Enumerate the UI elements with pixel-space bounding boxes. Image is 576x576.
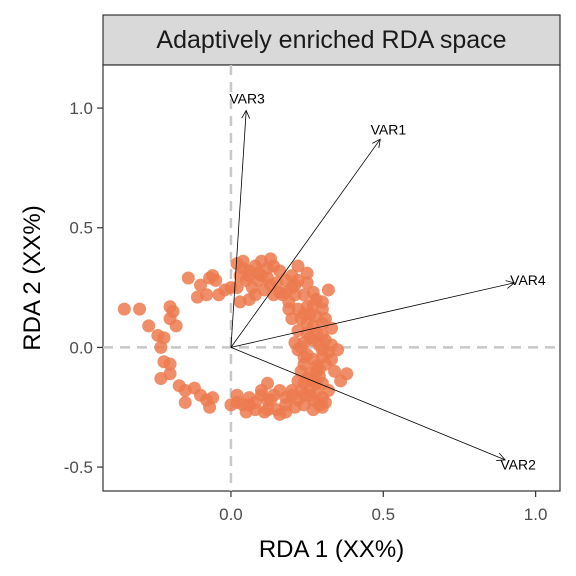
data-point: [303, 388, 317, 402]
data-point: [300, 276, 314, 290]
data-point: [142, 319, 156, 333]
data-point: [306, 285, 320, 299]
vector-label-var4: VAR4: [510, 272, 546, 288]
facet-strip: [102, 14, 561, 66]
data-point: [276, 288, 290, 302]
data-point: [291, 324, 305, 338]
x-axis-ticks: 0.0 0.5 1.0: [219, 491, 547, 524]
data-point: [318, 357, 332, 371]
data-point: [169, 319, 183, 333]
data-point: [273, 264, 287, 278]
vector-arrow-var2: [230, 347, 506, 461]
data-point: [200, 288, 214, 302]
data-point: [267, 288, 281, 302]
data-point: [224, 398, 238, 412]
data-point: [181, 271, 195, 285]
data-point: [321, 383, 335, 397]
y-tick-label: 0.5: [69, 219, 93, 238]
data-point: [328, 364, 342, 378]
data-point: [264, 393, 278, 407]
data-point: [157, 331, 171, 345]
data-point: [279, 398, 293, 412]
y-axis-ticks: -0.5 0.0 0.5 1.0: [64, 99, 103, 477]
data-points: [117, 252, 354, 421]
x-tick-label: 1.0: [524, 505, 548, 524]
vector-label-var1: VAR1: [371, 121, 407, 137]
data-point: [242, 398, 256, 412]
y-axis-title: RDA 2 (XX%): [19, 205, 46, 350]
y-tick-label: 0.0: [69, 338, 93, 357]
data-point: [273, 407, 287, 421]
biplot-vectors: VAR1 VAR2 VAR3 VAR4: [229, 90, 546, 472]
data-point: [340, 367, 354, 381]
data-point: [315, 400, 329, 414]
y-tick-label: -0.5: [64, 458, 93, 477]
vector-label-var3: VAR3: [229, 90, 265, 106]
data-point: [297, 350, 311, 364]
data-point: [288, 336, 302, 350]
data-point: [230, 388, 244, 402]
data-point: [297, 307, 311, 321]
data-point: [133, 302, 147, 316]
x-tick-label: 0.0: [219, 505, 243, 524]
data-point: [117, 302, 131, 316]
x-axis-title: RDA 1 (XX%): [259, 536, 404, 563]
plot-panel: [102, 64, 561, 492]
data-point: [193, 278, 207, 292]
vector-arrow-var3: [230, 109, 251, 348]
x-tick-label: 0.5: [371, 505, 395, 524]
data-point: [264, 252, 278, 266]
data-point: [206, 391, 220, 405]
data-point: [236, 254, 250, 268]
data-point: [315, 295, 329, 309]
data-point: [257, 405, 271, 419]
data-point: [288, 278, 302, 292]
chart-title: Adaptively enriched RDA space: [156, 26, 506, 54]
data-point: [163, 357, 177, 371]
data-point: [230, 281, 244, 295]
vector-label-var2: VAR2: [500, 456, 536, 472]
vector-arrow-var4: [230, 280, 516, 348]
data-point: [321, 283, 335, 297]
data-point: [291, 259, 305, 273]
data-point: [282, 302, 296, 316]
data-point: [166, 305, 180, 319]
data-point: [270, 276, 284, 290]
y-tick-label: 1.0: [69, 99, 93, 118]
data-point: [303, 331, 317, 345]
data-point: [300, 266, 314, 280]
data-point: [254, 383, 268, 397]
data-point: [242, 269, 256, 283]
data-point: [233, 295, 247, 309]
data-point: [209, 273, 223, 287]
data-point: [178, 395, 192, 409]
data-point: [163, 367, 177, 381]
data-point: [315, 343, 329, 357]
data-point: [291, 374, 305, 388]
vector-arrow-var1: [230, 138, 381, 348]
data-point: [285, 388, 299, 402]
